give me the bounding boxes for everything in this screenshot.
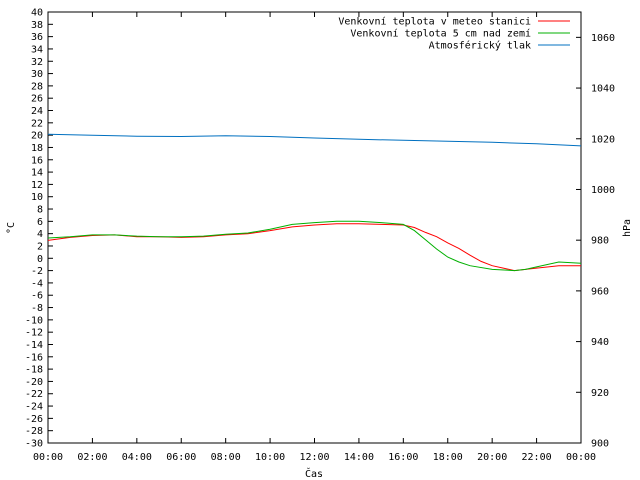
y-tick-label: 20: [31, 131, 43, 142]
y-tick-label: 38: [31, 20, 43, 31]
series-lines: [47, 133, 582, 272]
y-tick-label: 22: [31, 118, 43, 129]
legend-entry-label: Atmosférický tlak: [429, 40, 531, 52]
y-tick-label: -30: [25, 439, 43, 450]
y2-tick-label: 1020: [591, 134, 615, 145]
y-tick-label: -4: [31, 278, 43, 289]
y-tick-label: -24: [25, 402, 43, 413]
x-tick-label: 06:00: [166, 452, 196, 463]
y2-tick-label: 920: [591, 388, 609, 399]
x-tick-label: 14:00: [344, 452, 374, 463]
y-tick-label: 32: [31, 57, 43, 68]
y-tick-label: -18: [25, 365, 43, 376]
y-tick-label: 34: [31, 44, 43, 55]
y-tick-label: 8: [37, 205, 43, 216]
y-tick-label: 24: [31, 106, 43, 117]
y2-tick-label: 1060: [591, 33, 615, 44]
x-tick-label: 20:00: [477, 452, 507, 463]
plot-area: [47, 11, 582, 444]
y2-axis-ticks: 900 920 940 960 980 1000 1020 1040 1060: [576, 33, 615, 450]
y-tick-label: 0: [37, 254, 43, 265]
legend-entry-label: Venkovní teplota v meteo stanici: [338, 16, 531, 28]
legend: Venkovní teplota v meteo staniciVenkovní…: [338, 16, 570, 52]
x-tick-label: 00:00: [566, 452, 596, 463]
x-tick-label: 22:00: [522, 452, 552, 463]
y-tick-label: -12: [25, 328, 43, 339]
x-tick-label: 18:00: [433, 452, 463, 463]
x-tick-label: 10:00: [255, 452, 285, 463]
x-tick-label: 08:00: [211, 452, 241, 463]
y-tick-label: 10: [31, 192, 43, 203]
y2-tick-label: 1000: [591, 185, 615, 196]
y-tick-label: -16: [25, 352, 43, 363]
y-tick-label: -20: [25, 377, 43, 388]
y-tick-label: -2: [31, 266, 43, 277]
y-tick-label: 40: [31, 8, 43, 19]
y-axis-ticks: -30-28-26-24-22-20-18-16-14-12-10-8-6-4-…: [25, 8, 53, 450]
x-tick-label: 12:00: [299, 452, 329, 463]
y-tick-label: -10: [25, 315, 43, 326]
y-axis-label: °C: [6, 222, 17, 234]
series-line-3: [47, 133, 582, 147]
series-line-2: [47, 220, 582, 272]
y-tick-label: 36: [31, 32, 43, 43]
y-tick-label: 16: [31, 155, 43, 166]
legend-entry-label: Venkovní teplota 5 cm nad zemí: [350, 28, 531, 40]
y-tick-label: 6: [37, 217, 43, 228]
y2-tick-label: 960: [591, 286, 609, 297]
y-tick-label: -14: [25, 340, 43, 351]
x-tick-label: 02:00: [77, 452, 107, 463]
y-tick-label: 14: [31, 168, 43, 179]
y2-axis-label: hPa: [622, 219, 633, 237]
y-tick-label: 18: [31, 143, 43, 154]
x-tick-label: 04:00: [122, 452, 152, 463]
y-tick-label: -6: [31, 291, 43, 302]
y2-tick-label: 1040: [591, 84, 615, 95]
y-tick-label: 2: [37, 241, 43, 252]
y-tick-label: -8: [31, 303, 43, 314]
x-tick-label: 16:00: [388, 452, 418, 463]
x-axis-label: Čas: [305, 467, 323, 480]
x-tick-label: 00:00: [33, 452, 63, 463]
y2-tick-label: 980: [591, 236, 609, 247]
y-tick-label: -28: [25, 426, 43, 437]
x-axis-ticks: 00:00 02:00 04:00 06:00 08:00 10:00 12:00 14:00…: [33, 12, 596, 463]
y2-tick-label: 940: [591, 337, 609, 348]
y-tick-label: -26: [25, 414, 43, 425]
y-tick-label: 4: [37, 229, 43, 240]
y-tick-label: 28: [31, 81, 43, 92]
y-tick-label: 26: [31, 94, 43, 105]
y-tick-label: -22: [25, 389, 43, 400]
y-tick-label: 30: [31, 69, 43, 80]
y2-tick-label: 900: [591, 439, 609, 450]
y-tick-label: 12: [31, 180, 43, 191]
